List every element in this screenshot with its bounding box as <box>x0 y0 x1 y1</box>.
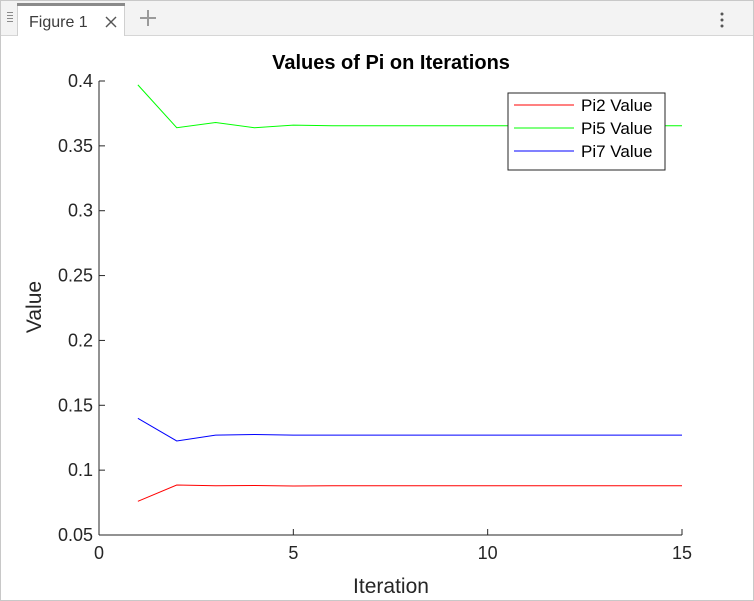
tab-bar: Figure 1 <box>1 1 753 36</box>
legend-label: Pi5 Value <box>581 119 653 138</box>
x-tick-label: 15 <box>672 543 692 563</box>
x-tick-label: 0 <box>94 543 104 563</box>
y-tick-label: 0.1 <box>68 460 93 480</box>
grip-icon[interactable] <box>7 12 13 24</box>
series-line-pi7-value[interactable] <box>137 417 682 442</box>
legend-box <box>507 92 666 171</box>
x-tick-label: 10 <box>478 543 498 563</box>
line-chart[interactable]: Values of Pi on Iterations Iteration Val… <box>1 36 753 600</box>
y-tick-label: 0.3 <box>68 201 93 221</box>
chart-title: Values of Pi on Iterations <box>272 52 510 74</box>
series-line-pi2-value[interactable] <box>137 484 682 502</box>
y-tick-label: 0.2 <box>68 330 93 350</box>
plot-area: Values of Pi on Iterations Iteration Val… <box>1 36 753 600</box>
tab-figure-1[interactable]: Figure 1 <box>17 3 125 36</box>
legend-label: Pi7 Value <box>581 142 653 161</box>
vertical-ellipsis-icon[interactable] <box>718 11 726 29</box>
close-icon[interactable] <box>104 15 118 29</box>
y-axis-label: Value <box>23 281 46 333</box>
plus-icon[interactable] <box>139 9 157 27</box>
y-tick-label: 0.35 <box>58 136 93 156</box>
legend-label: Pi2 Value <box>581 96 653 115</box>
legend[interactable]: Pi2 Value Pi5 Value Pi7 Value <box>507 92 666 171</box>
x-tick-label: 5 <box>288 543 298 563</box>
tab-title: Figure 1 <box>29 14 88 31</box>
y-tick-label: 0.4 <box>68 71 93 91</box>
tab-active-indicator <box>17 3 125 6</box>
axes: 0 5 10 15 0.05 0.1 0.15 0.2 0.25 0.3 0.35 0.4 <box>58 71 692 563</box>
y-tick-label: 0.15 <box>58 395 93 415</box>
x-axis-label: Iteration <box>353 575 429 598</box>
y-tick-label: 0.25 <box>58 266 93 286</box>
y-tick-label: 0.05 <box>58 525 93 545</box>
